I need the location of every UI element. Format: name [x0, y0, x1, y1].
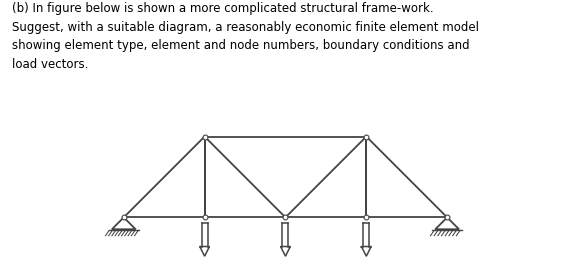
Text: (b) In figure below is shown a more complicated structural frame-work.
Suggest, : (b) In figure below is shown a more comp… [12, 2, 479, 71]
Polygon shape [200, 247, 210, 256]
Polygon shape [281, 247, 290, 256]
Polygon shape [361, 247, 371, 256]
